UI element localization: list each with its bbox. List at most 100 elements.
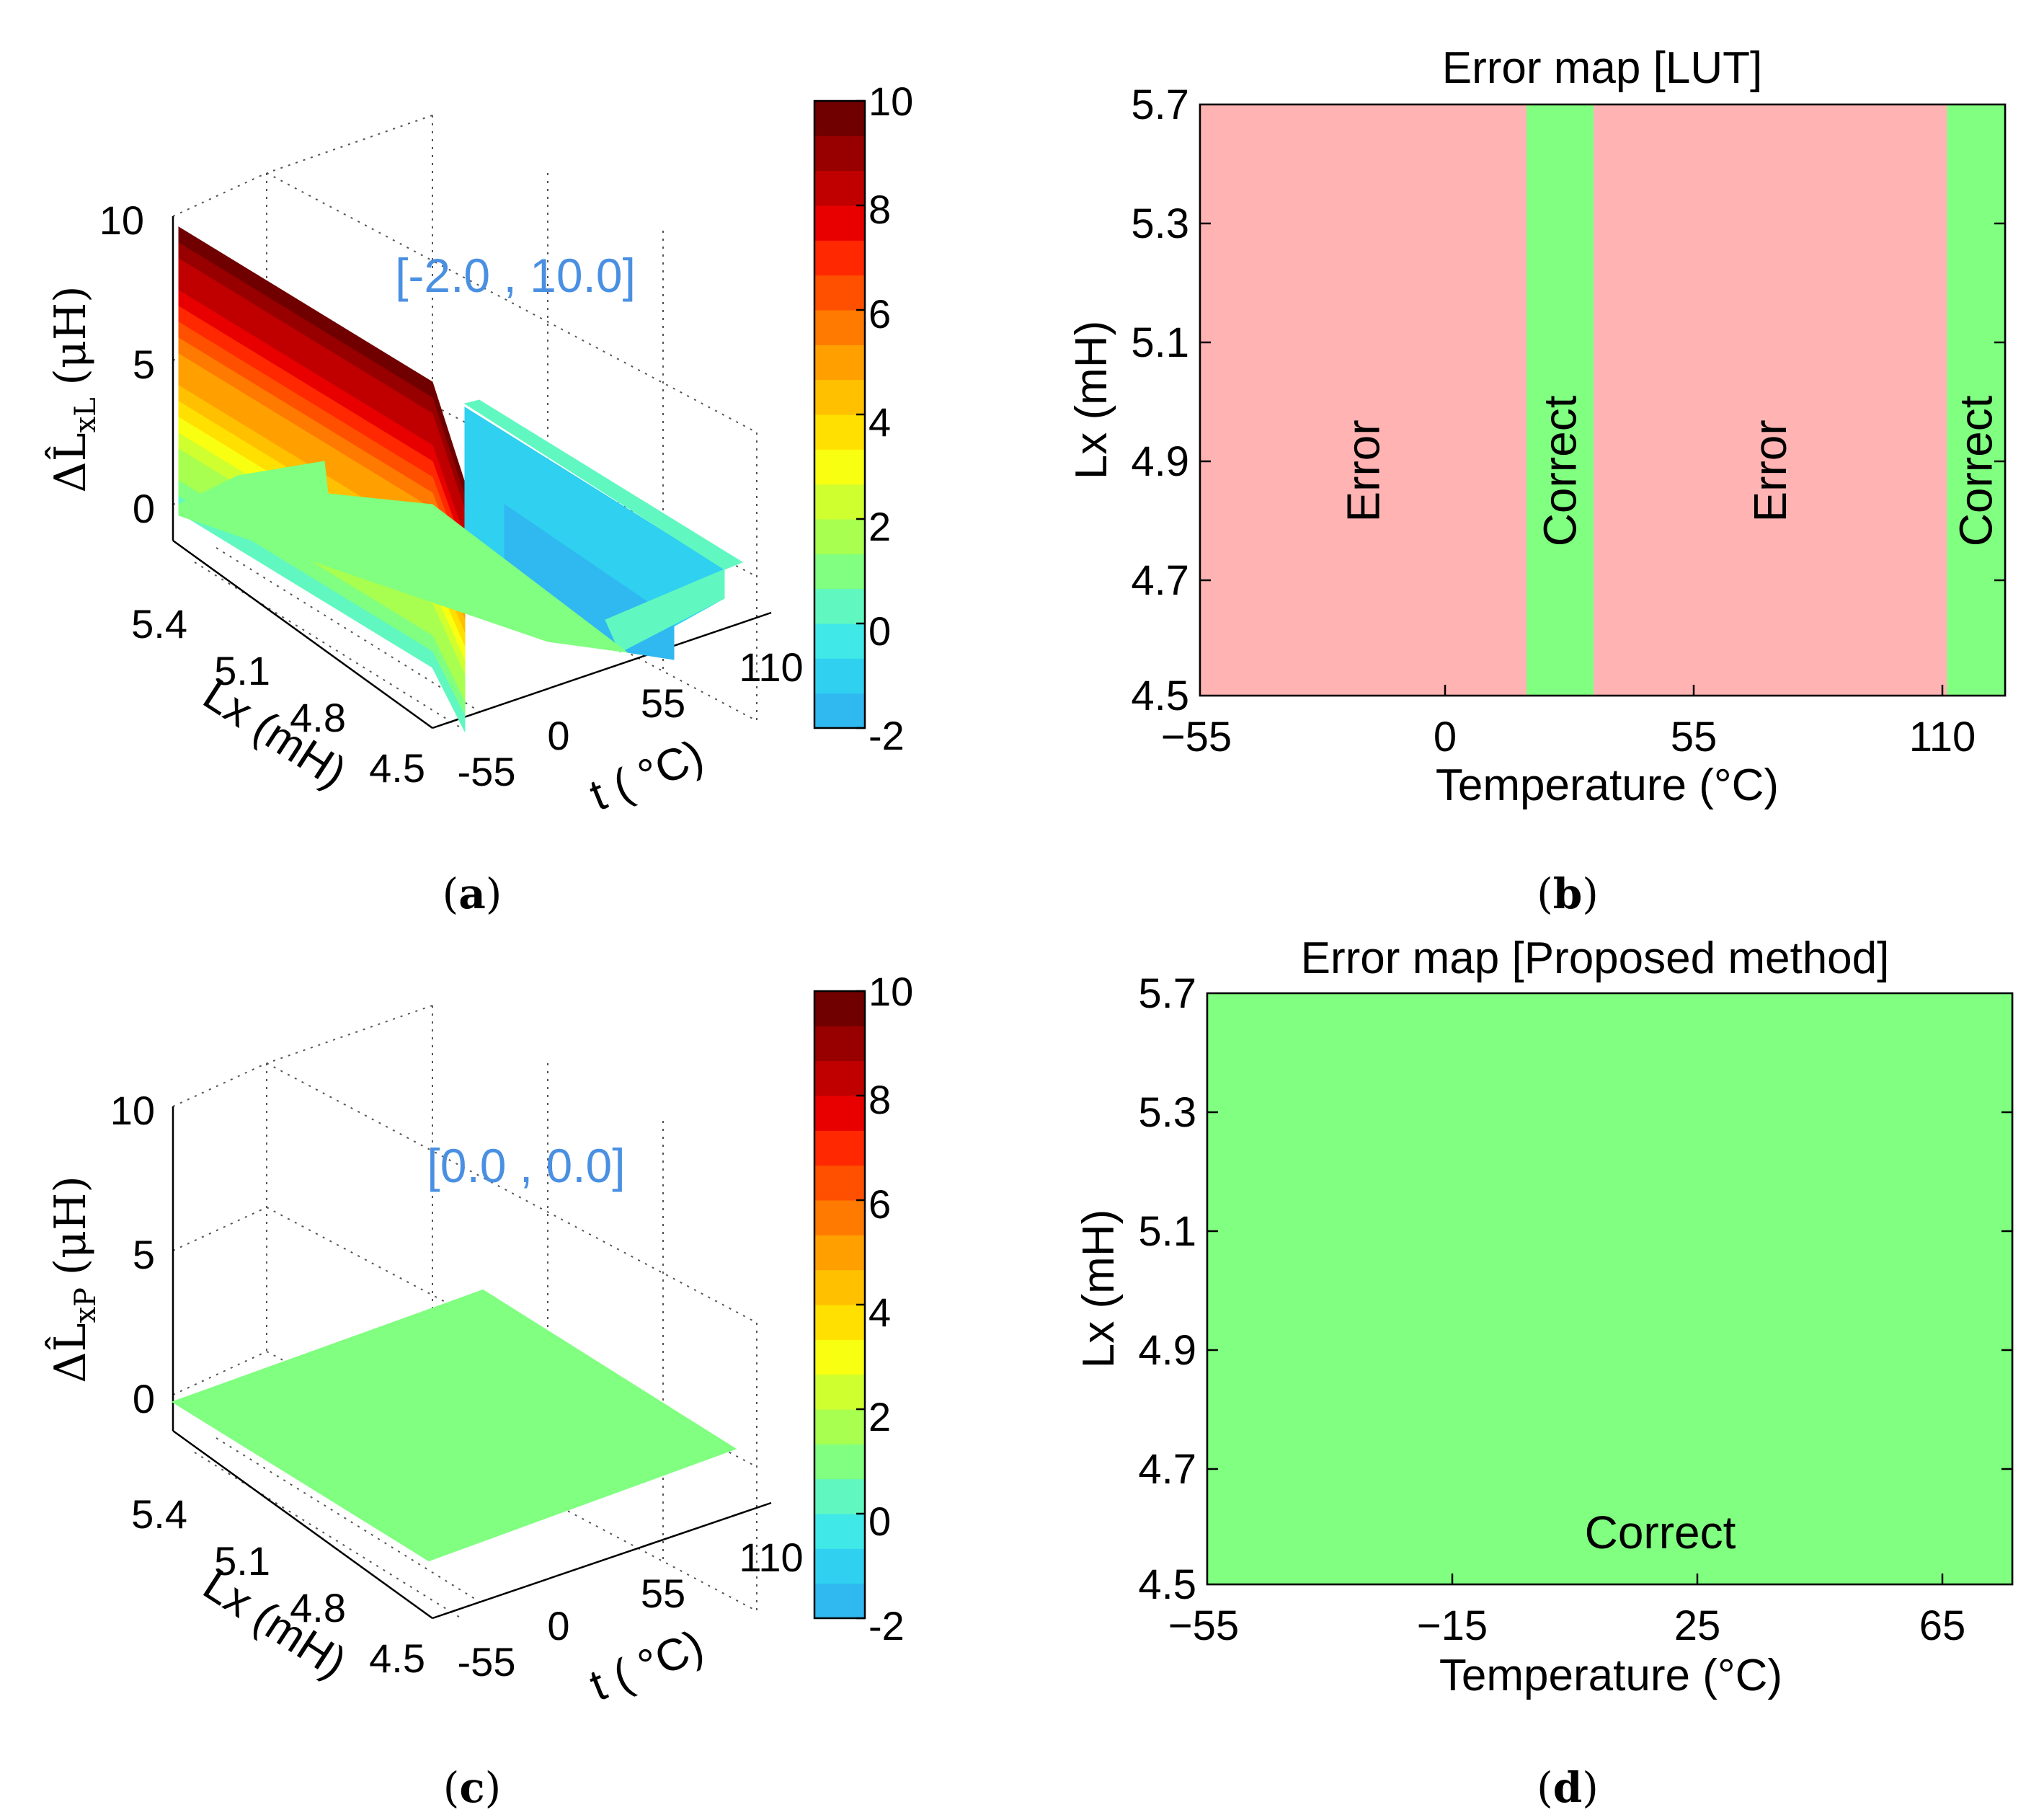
- y-tick: 4.9: [1138, 1327, 1196, 1374]
- panel-d-x-ticks: −55 −15 25 65: [1168, 1602, 1965, 1649]
- region-label: Correct: [1585, 1506, 1736, 1558]
- x-tick: −55: [1168, 1602, 1239, 1649]
- colorbar-swatch: [814, 1096, 865, 1131]
- panel-c-x-tick: -55: [458, 1639, 516, 1685]
- colorbar-tick: 8: [868, 1077, 891, 1122]
- x-tick: 65: [1919, 1602, 1966, 1649]
- colorbar-swatch: [814, 414, 865, 450]
- x-tick: 55: [1671, 714, 1718, 760]
- panel-b: Error Correct Error Correct Error map [LUT]…: [1067, 43, 2007, 918]
- y-tick: 5.3: [1138, 1089, 1196, 1136]
- panel-b-regions: Error Correct Error Correct: [1200, 105, 2005, 696]
- colorbar-tick: 4: [868, 399, 891, 445]
- panel-c-z-tick: 5: [133, 1232, 155, 1277]
- y-tick: 4.5: [1131, 673, 1189, 719]
- panel-a-axes: [172, 216, 772, 729]
- colorbar-swatch: [814, 1514, 865, 1549]
- colorbar-tick: 6: [868, 291, 891, 337]
- colorbar-tick: 6: [868, 1181, 891, 1227]
- surface-negative-region: [464, 407, 725, 653]
- y-tick: 5.7: [1131, 81, 1189, 128]
- x-tick: −15: [1417, 1602, 1488, 1649]
- colorbar-swatch: [814, 693, 865, 729]
- panel-b-ylabel: Lx (mH): [1067, 321, 1116, 479]
- colorbar-swatch: [814, 449, 865, 485]
- panel-c-colorbar: [813, 990, 866, 1620]
- colorbar-tick: 0: [868, 1499, 891, 1544]
- surface-ramp: [178, 461, 628, 653]
- region-correct: [1527, 105, 1594, 696]
- panel-c-y-tick: 5.1: [214, 1538, 270, 1584]
- panel-c-caption: (c): [443, 1763, 502, 1812]
- colorbar-swatch: [814, 1130, 865, 1166]
- colorbar-tick: 8: [868, 187, 891, 232]
- panel-a-zlabel-suffix: (μH): [45, 285, 96, 385]
- surface-rim: [463, 399, 744, 570]
- panel-d-title: Error map [Proposed method]: [1301, 933, 1890, 983]
- panel-a-x-tick: -55: [458, 749, 516, 794]
- panel-a-xlabel: t ( °C): [583, 731, 711, 821]
- panel-c-annotation: [0.0 , 0.0]: [427, 1139, 625, 1192]
- colorbar-tick: 10: [868, 969, 913, 1014]
- x-tick: 0: [1434, 714, 1457, 760]
- panel-a-zlabel-prefix: ΔL̂: [45, 432, 96, 492]
- colorbar-swatch: [814, 240, 865, 276]
- colorbar-swatch: [814, 1409, 865, 1445]
- panel-c-y-tick: 5.4: [131, 1491, 187, 1537]
- colorbar-swatch: [814, 991, 865, 1026]
- y-tick: 5.1: [1131, 319, 1189, 366]
- colorbar-swatch: [814, 624, 865, 659]
- colorbar-swatch: [814, 554, 865, 590]
- panel-c-x-tick: 110: [739, 1535, 803, 1580]
- panel-c-y-tick: 4.5: [369, 1636, 425, 1681]
- colorbar-tick: 0: [868, 608, 891, 654]
- y-tick: 4.7: [1131, 557, 1189, 604]
- panel-c-x-tick: 0: [547, 1603, 569, 1648]
- panel-a-x-tick: 0: [547, 713, 569, 758]
- colorbar-swatch: [814, 1339, 865, 1375]
- panel-b-x-ticks: −55 0 55 110: [1161, 714, 1976, 760]
- region-correct: [1207, 993, 2012, 1584]
- panel-a-colorbar-ticks: 10 8 6 4 2 0 -2: [868, 79, 913, 758]
- panel-a-colorbar: [813, 99, 866, 729]
- region-label: Error: [1338, 420, 1390, 522]
- panel-a-x-tick: 55: [641, 680, 685, 726]
- region-label: Correct: [1950, 395, 2002, 546]
- panel-c-zlabel-subscript: xP: [69, 1287, 102, 1323]
- colorbar-swatch: [814, 1235, 865, 1271]
- panel-a-y-tick: 4.8: [290, 695, 346, 740]
- x-tick: 110: [1909, 714, 1976, 760]
- colorbar-tick: -2: [868, 1603, 905, 1648]
- region-label: Correct: [1534, 395, 1586, 546]
- y-tick: 4.5: [1138, 1561, 1196, 1608]
- colorbar-tick: 2: [868, 504, 891, 549]
- y-tick: 5.7: [1138, 970, 1196, 1017]
- panel-a-z-tick: 5: [133, 342, 155, 387]
- region-error: [1200, 105, 1527, 696]
- panel-c-y-tick: 4.8: [290, 1585, 346, 1630]
- panel-d-frame: [1206, 992, 2014, 1586]
- panel-a-surface: [178, 226, 744, 732]
- y-tick: 5.1: [1138, 1208, 1196, 1255]
- x-tick: −55: [1161, 714, 1232, 760]
- panel-b-tick-marks: [1200, 222, 2005, 696]
- panel-c-axes: [172, 1106, 772, 1620]
- colorbar-swatch: [814, 1305, 865, 1340]
- colorbar-swatch: [814, 484, 865, 520]
- colorbar-swatch: [814, 310, 865, 345]
- colorbar-swatch: [814, 1444, 865, 1480]
- colorbar-tick: 4: [868, 1290, 891, 1335]
- colorbar-tick: 10: [868, 79, 913, 124]
- panel-b-xlabel: Temperature (°C): [1436, 760, 1779, 810]
- panel-a-annotation: [-2.0 , 10.0]: [395, 249, 636, 302]
- panel-c-colorbar-ticks: 10 8 6 4 2 0 -2: [868, 969, 913, 1648]
- panel-a-y-tick: 5.4: [131, 601, 187, 647]
- panel-c-z-tick: 10: [110, 1088, 155, 1133]
- region-label: Error: [1744, 420, 1796, 522]
- panel-a-x-tick: 110: [739, 644, 803, 690]
- y-tick: 4.7: [1138, 1446, 1196, 1493]
- panel-a-zlabel-subscript: xL: [69, 397, 102, 432]
- panel-a-caption: (a): [443, 869, 502, 918]
- colorbar-swatch: [814, 205, 865, 241]
